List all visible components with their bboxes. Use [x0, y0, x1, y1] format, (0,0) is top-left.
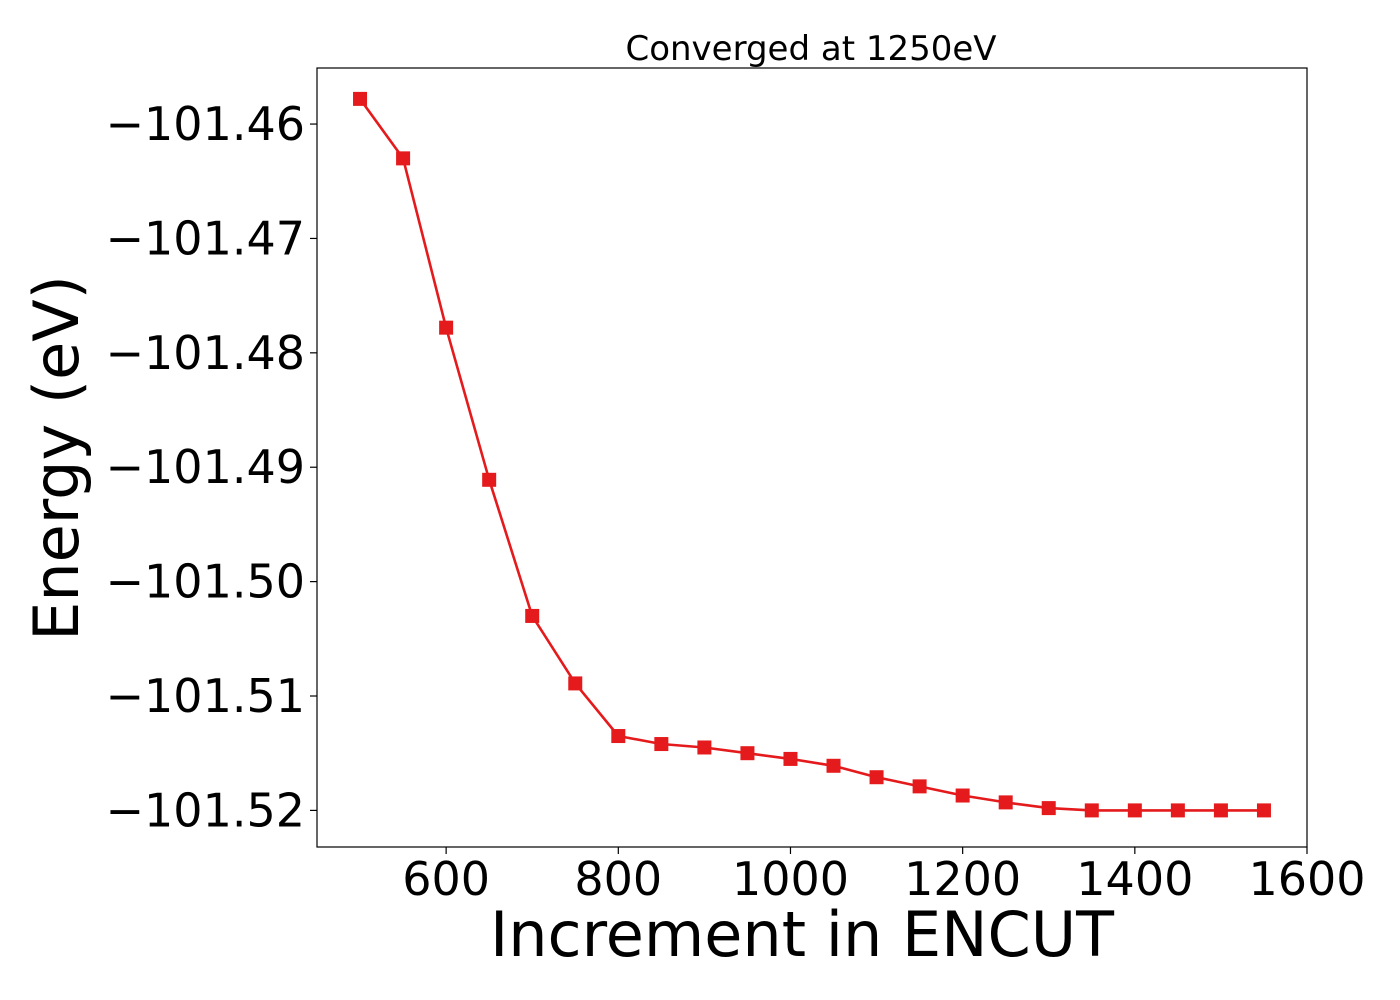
- data-point-marker: [740, 746, 755, 761]
- chart-title: Converged at 1250eV: [625, 29, 996, 69]
- data-point-marker: [1041, 801, 1056, 816]
- x-tick-label: 600: [402, 852, 490, 906]
- y-tick-label: −101.51: [106, 669, 306, 723]
- y-axis-label: Energy (eV): [20, 275, 93, 641]
- data-point-marker: [697, 740, 712, 755]
- series-layer: [353, 91, 1271, 818]
- series-line: [358, 98, 1264, 812]
- y-tick-label: −101.46: [106, 97, 306, 151]
- data-point-marker: [1127, 803, 1142, 818]
- plot-frame: [316, 67, 1308, 848]
- data-point-marker: [1084, 803, 1099, 818]
- data-point-marker: [826, 758, 841, 773]
- data-point-marker: [654, 737, 669, 752]
- y-tick-label: −101.47: [106, 211, 306, 265]
- y-tick-label: −101.48: [106, 326, 306, 380]
- x-tick-label: 1200: [904, 852, 1021, 906]
- data-point-marker: [1170, 803, 1185, 818]
- x-axis-label: Increment in ENCUT: [490, 898, 1115, 971]
- x-tick-label: 800: [574, 852, 662, 906]
- y-tick-label: −101.52: [106, 783, 306, 837]
- data-point-marker: [353, 91, 368, 106]
- data-point-marker: [1213, 803, 1228, 818]
- data-point-marker: [912, 779, 927, 794]
- y-tick-label: −101.50: [106, 555, 306, 609]
- x-tick-label: 1000: [732, 852, 849, 906]
- data-point-marker: [998, 795, 1013, 810]
- data-point-marker: [396, 151, 411, 166]
- x-tick-label: 1400: [1076, 852, 1193, 906]
- x-tick-label: 1600: [1248, 852, 1365, 906]
- data-point-marker: [525, 608, 540, 623]
- data-point-marker: [869, 770, 884, 785]
- data-point-marker: [568, 676, 583, 691]
- data-point-marker: [955, 788, 970, 803]
- y-tick-label: −101.49: [106, 440, 306, 494]
- data-point-marker: [611, 729, 626, 744]
- data-point-marker: [783, 751, 798, 766]
- y-axis: −101.46 −101.47 −101.48 −101.49 −101.50 −101.…: [106, 97, 317, 837]
- data-point-marker: [482, 472, 497, 487]
- data-point-marker: [1256, 803, 1271, 818]
- x-axis: 600 800 1000 1200 1400 1600: [402, 847, 1366, 906]
- data-point-marker: [439, 320, 454, 335]
